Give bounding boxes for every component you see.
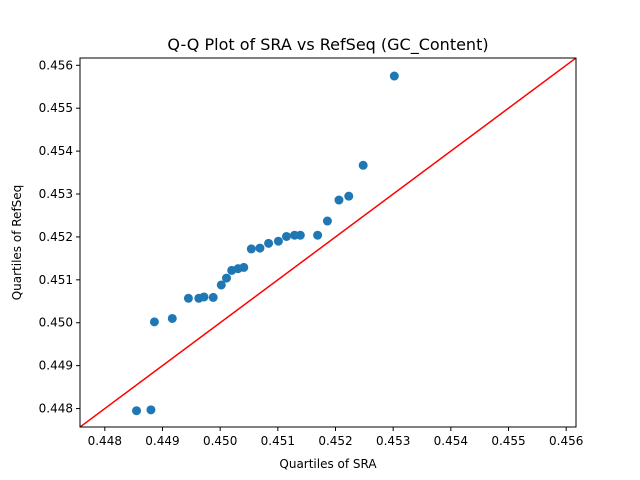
data-point-17 [273, 236, 283, 246]
x-tick-label-8: 0.455 [491, 434, 525, 448]
data-point-7 [199, 292, 209, 302]
y-tick-label-7: 0.454 [39, 144, 73, 158]
y-tick-label-1: 0.448 [39, 402, 73, 416]
y-axis: 0.448 0.449 0.450 0.451 0.452 0.453 0.454 0.455… [39, 58, 80, 416]
data-point-13 [239, 262, 249, 272]
x-tick-label-1: 0.448 [88, 434, 122, 448]
y-tick-label-8: 0.455 [39, 101, 73, 115]
chart-marks [80, 58, 576, 427]
x-tick-label-7: 0.454 [434, 434, 468, 448]
data-point-10 [221, 273, 231, 283]
plot-frame [79, 57, 577, 428]
data-point-16 [264, 238, 274, 248]
x-tick-label-4: 0.451 [261, 434, 295, 448]
y-tick-label-4: 0.451 [39, 273, 73, 287]
data-point-15 [255, 243, 265, 253]
data-point-23 [334, 195, 344, 205]
data-point-3 [149, 317, 159, 327]
y-tick-label-5: 0.452 [39, 230, 73, 244]
data-point-18 [281, 231, 291, 241]
data-point-8 [208, 292, 218, 302]
reference-line [80, 58, 576, 427]
y-axis-label: Quartiles of RefSeq [10, 185, 24, 301]
data-point-1 [132, 406, 142, 416]
x-tick-label-9: 0.456 [549, 434, 583, 448]
y-tick-label-3: 0.450 [39, 316, 73, 330]
data-point-25 [358, 160, 368, 170]
x-tick-label-6: 0.453 [376, 434, 410, 448]
chart-title: Q-Q Plot of SRA vs RefSeq (GC_Content) [167, 35, 488, 55]
data-point-21 [313, 230, 323, 240]
x-tick-label-5: 0.452 [318, 434, 352, 448]
data-point-14 [246, 244, 256, 254]
data-point-24 [344, 191, 354, 201]
data-point-2 [146, 405, 156, 415]
data-point-26 [389, 71, 399, 81]
x-tick-label-3: 0.450 [203, 434, 237, 448]
data-point-9 [216, 280, 226, 290]
x-axis: 0.448 0.449 0.450 0.451 0.452 0.453 0.454 0.455… [88, 427, 583, 448]
data-point-5 [183, 293, 193, 303]
x-axis-label: Quartiles of SRA [279, 457, 377, 471]
y-tick-label-6: 0.453 [39, 187, 73, 201]
x-tick-label-2: 0.449 [145, 434, 179, 448]
data-point-4 [167, 313, 177, 323]
data-point-22 [322, 216, 332, 226]
data-point-20 [295, 230, 305, 240]
y-tick-label-9: 0.456 [39, 58, 73, 72]
y-tick-label-2: 0.449 [39, 359, 73, 373]
